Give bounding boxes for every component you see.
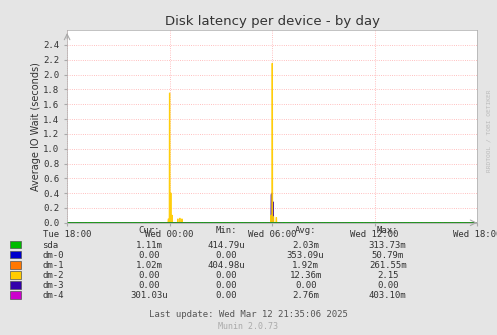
Text: dm-1: dm-1 xyxy=(42,261,64,270)
Text: 1.02m: 1.02m xyxy=(136,261,163,270)
Text: dm-3: dm-3 xyxy=(42,281,64,290)
Text: 301.03u: 301.03u xyxy=(130,291,168,300)
Text: 0.00: 0.00 xyxy=(215,291,237,300)
Text: 2.76m: 2.76m xyxy=(292,291,319,300)
Text: Munin 2.0.73: Munin 2.0.73 xyxy=(219,322,278,331)
Text: 0.00: 0.00 xyxy=(138,251,160,260)
Text: 353.09u: 353.09u xyxy=(287,251,325,260)
Text: 50.79m: 50.79m xyxy=(372,251,404,260)
Text: dm-0: dm-0 xyxy=(42,251,64,260)
Text: 0.00: 0.00 xyxy=(138,271,160,280)
Text: 0.00: 0.00 xyxy=(215,251,237,260)
Text: Cur:: Cur: xyxy=(138,226,160,235)
Text: 313.73m: 313.73m xyxy=(369,241,407,250)
Text: RRDTOOL / TOBI OETIKER: RRDTOOL / TOBI OETIKER xyxy=(486,89,491,172)
Text: 1.11m: 1.11m xyxy=(136,241,163,250)
Text: 0.00: 0.00 xyxy=(138,281,160,290)
Y-axis label: Average IO Wait (seconds): Average IO Wait (seconds) xyxy=(30,62,41,191)
Text: 0.00: 0.00 xyxy=(215,271,237,280)
Text: 2.15: 2.15 xyxy=(377,271,399,280)
Text: 2.03m: 2.03m xyxy=(292,241,319,250)
Text: Avg:: Avg: xyxy=(295,226,317,235)
Text: 414.79u: 414.79u xyxy=(207,241,245,250)
Text: 12.36m: 12.36m xyxy=(290,271,322,280)
Text: 404.98u: 404.98u xyxy=(207,261,245,270)
Text: dm-2: dm-2 xyxy=(42,271,64,280)
Title: Disk latency per device - by day: Disk latency per device - by day xyxy=(165,15,380,27)
Text: 0.00: 0.00 xyxy=(215,281,237,290)
Text: 0.00: 0.00 xyxy=(377,281,399,290)
Text: dm-4: dm-4 xyxy=(42,291,64,300)
Text: Last update: Wed Mar 12 21:35:06 2025: Last update: Wed Mar 12 21:35:06 2025 xyxy=(149,310,348,319)
Text: 0.00: 0.00 xyxy=(295,281,317,290)
Text: Min:: Min: xyxy=(215,226,237,235)
Text: 1.92m: 1.92m xyxy=(292,261,319,270)
Text: 261.55m: 261.55m xyxy=(369,261,407,270)
Text: 403.10m: 403.10m xyxy=(369,291,407,300)
Text: Max:: Max: xyxy=(377,226,399,235)
Text: sda: sda xyxy=(42,241,58,250)
